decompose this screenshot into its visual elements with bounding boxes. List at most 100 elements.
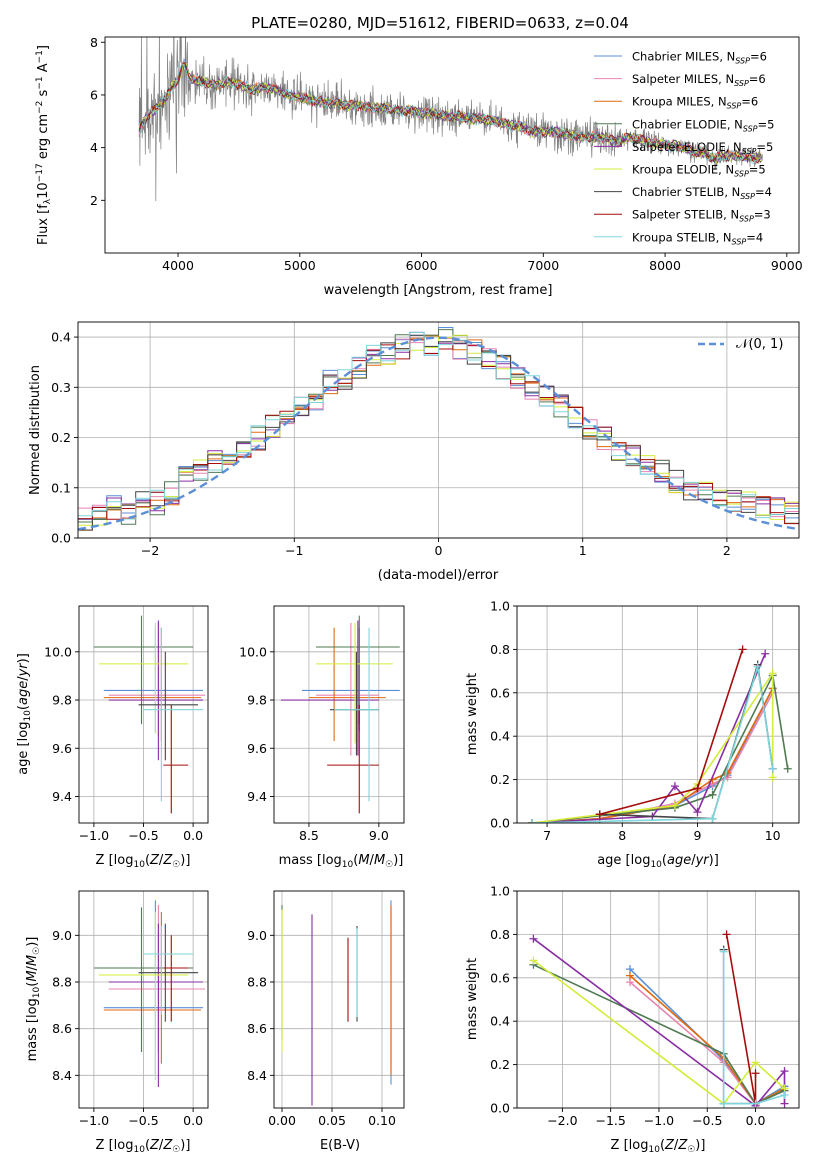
spectrum-axes-frame <box>104 36 800 254</box>
age-vs-Z-panel: −1.0 −0.5 0.0 9.4 9.6 9.8 10.0 Z [log10(Z/Z☉)]… <box>16 605 209 870</box>
legend-label: Chabrier ELODIE, NSSP=5 <box>632 117 774 133</box>
y-tick-label: 0.2 <box>490 1057 510 1072</box>
normal-distribution-curve <box>78 336 799 531</box>
mass-weight-point <box>719 947 728 956</box>
mass-weight-series <box>532 959 786 1105</box>
mass-weight-series <box>531 666 774 823</box>
x-tick-label: −2 <box>141 543 159 558</box>
legend-label: Salpeter ELODIE, NSSP=5 <box>632 140 773 156</box>
mass-weight-vs-Z-plot-area: −2.0 −1.5 −1.0 −0.5 0.0 0.0 0.2 0.4 0.6 0.8 1.0 <box>490 884 799 1128</box>
spectrum-panel: PLATE=0280, MJD=51612, FIBERID=0633, z=0… <box>35 14 803 298</box>
mass-weight-point <box>529 956 538 965</box>
legend-label: Chabrier STELIB, NSSP=4 <box>632 185 772 201</box>
x-tick-label: 8.5 <box>299 828 319 843</box>
mass-weight-point <box>780 1067 789 1076</box>
y-tick-label: 9.6 <box>247 741 267 756</box>
mass-vs-Z-panel: −1.0 −0.5 0.08.48.68.89.0 Z [log10(Z/Z☉)] … <box>25 890 209 1155</box>
mass-weight-point <box>768 764 777 773</box>
y-tick-label: 0.0 <box>490 1101 510 1116</box>
x-tick-label: 0.00 <box>268 1113 296 1128</box>
axis-ticks: 8.5 9.0 9.4 9.6 9.8 10.0 <box>239 644 389 843</box>
grid-lines <box>79 606 208 823</box>
y-tick-label: 2 <box>90 193 98 208</box>
histogram-plot-area: −2 −1 0 1 2 0.0 0.1 0.2 0.3 0.4 <box>51 322 799 558</box>
data-marks <box>78 327 799 531</box>
x-tick-label: −2.0 <box>547 1113 577 1128</box>
y-tick-label: 9.4 <box>247 789 267 804</box>
x-tick-label: 8000 <box>649 258 681 273</box>
mass-weight-point <box>693 784 702 793</box>
x-tick-label: 0.0 <box>183 1113 203 1128</box>
x-tick-label: 5000 <box>284 258 316 273</box>
mass-vs-Z-xlabel: Z [log10(Z/Z☉)] <box>96 1138 191 1155</box>
y-tick-label: 0.0 <box>490 816 510 831</box>
x-tick-label: 7 <box>543 828 551 843</box>
x-tick-label: 9000 <box>771 258 803 273</box>
mass-vs-ebv-axes-frame <box>273 890 405 1109</box>
mass-weight-point <box>751 1058 760 1067</box>
legend-subscript: SSP <box>732 237 747 246</box>
age-vs-Z-axes-frame <box>78 605 209 824</box>
data-marks <box>93 615 206 814</box>
histogram-xlabel: (data-model)/error <box>378 568 499 583</box>
mass-vs-ebv-panel: 0.00 0.05 0.10 8.4 8.6 8.8 9.0 E(B-V) <box>247 890 405 1153</box>
age-vs-mass-panel: 8.5 9.0 9.4 9.6 9.8 10.0 mass [log10(M/M☉)] <box>239 605 405 870</box>
y-tick-label: 8.4 <box>52 1068 72 1083</box>
y-tick-label: 8.6 <box>247 1021 267 1036</box>
spectrum-plot-area: 4000 5000 6000 7000 8000 9000 2 4 6 8 <box>90 35 803 273</box>
y-tick-label: 0.4 <box>490 729 510 744</box>
x-tick-label: 0.05 <box>318 1113 346 1128</box>
legend-label: Salpeter STELIB, NSSP=3 <box>632 208 771 224</box>
mass-weight-series <box>725 934 757 1104</box>
x-tick-label: 9.0 <box>369 828 389 843</box>
histogram-axes-frame <box>77 321 800 539</box>
y-tick-label: 0.6 <box>490 685 510 700</box>
mass-weight-series <box>629 974 785 1105</box>
mass-weight-point <box>670 782 679 791</box>
mass-weight-point <box>595 810 604 819</box>
mass-weight-point <box>719 1099 728 1108</box>
x-tick-label: 4000 <box>162 258 194 273</box>
y-tick-label: 0.8 <box>490 927 510 942</box>
mass-weight-point <box>708 814 717 823</box>
mass-weight-vs-age-xlabel: age [log10(age/yr)] <box>597 853 719 870</box>
y-tick-label: 10.0 <box>239 644 267 659</box>
axis-ticks: 4000 5000 6000 7000 8000 9000 2 4 6 8 <box>90 35 803 273</box>
spectrum-title: PLATE=0280, MJD=51612, FIBERID=0633, z=0… <box>251 14 629 32</box>
histogram-chabrier-elodie <box>78 329 799 525</box>
axis-ticks: −1.0 −0.5 0.0 9.4 9.6 9.8 10.0 <box>44 644 203 843</box>
y-tick-label: 4 <box>90 140 98 155</box>
legend-subscript: SSP <box>742 147 757 156</box>
legend-subscript: SSP <box>739 215 754 224</box>
grid-lines <box>79 891 208 1108</box>
x-tick-label: −1.0 <box>644 1113 674 1128</box>
data-marks <box>281 900 392 1106</box>
x-tick-label: −1.0 <box>79 1113 109 1128</box>
legend-subscript: SSP <box>740 192 755 201</box>
spectrum-ylabel: Flux [fλ10−17 erg cm−2 s−1 A−1] <box>35 45 53 245</box>
legend-value: =4 <box>746 230 763 244</box>
y-tick-label: 0.2 <box>51 430 71 445</box>
y-tick-label: 8.8 <box>247 975 267 990</box>
legend-value: =5 <box>749 163 766 177</box>
axis-ticks: 7 8 9 10 0.0 0.2 0.4 0.6 0.8 1.0 <box>490 599 781 844</box>
y-tick-label: 0.1 <box>51 480 71 495</box>
x-tick-label: −1 <box>285 543 303 558</box>
mass-weight-vs-Z-ylabel: mass weight <box>465 958 480 1040</box>
mass-weight-point <box>751 1069 760 1078</box>
x-tick-label: 0.10 <box>368 1113 396 1128</box>
mass-weight-vs-Z-panel: −2.0 −1.5 −1.0 −0.5 0.0 0.0 0.2 0.4 0.6 0.8 1.0 Z … <box>465 884 800 1155</box>
legend-label: Kroupa MILES, NSSP=6 <box>632 95 758 111</box>
axis-ticks: −1.0 −0.5 0.0 8.4 8.6 8.8 9.0 <box>52 928 203 1128</box>
mass-vs-ebv-xlabel: E(B-V) <box>320 1138 360 1153</box>
x-tick-label: 2 <box>723 543 731 558</box>
age-vs-mass-axes-frame <box>273 605 405 824</box>
x-tick-label: −1.5 <box>595 1113 625 1128</box>
mass-vs-Z-plot-area: −1.0 −0.5 0.0 8.4 8.6 8.8 9.0 <box>52 891 208 1128</box>
legend-value: =3 <box>754 208 771 222</box>
y-tick-label: 0.2 <box>490 772 510 787</box>
mass-weight-point <box>625 971 634 980</box>
age-vs-Z-xlabel: Z [log10(Z/Z☉)] <box>96 853 191 870</box>
data-marks <box>280 615 400 814</box>
data-marks <box>528 645 792 823</box>
